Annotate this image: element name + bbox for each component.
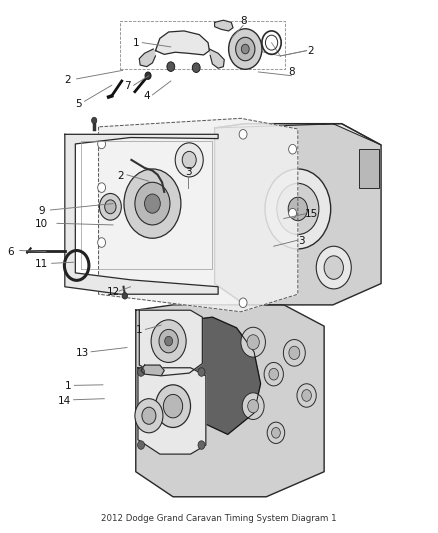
Circle shape (105, 200, 116, 214)
Circle shape (159, 329, 178, 353)
Polygon shape (215, 124, 381, 305)
Circle shape (99, 193, 121, 220)
Text: 8: 8 (288, 67, 295, 77)
Text: 2: 2 (117, 171, 124, 181)
Text: 14: 14 (58, 396, 71, 406)
Circle shape (167, 62, 175, 71)
Circle shape (289, 346, 300, 359)
Text: 2012 Dodge Grand Caravan Timing System Diagram 1: 2012 Dodge Grand Caravan Timing System D… (101, 514, 337, 523)
Text: 7: 7 (124, 82, 131, 91)
Text: 1: 1 (64, 382, 71, 391)
Circle shape (165, 336, 173, 346)
Circle shape (98, 238, 106, 247)
Polygon shape (136, 305, 324, 326)
Polygon shape (139, 49, 155, 67)
Text: 6: 6 (7, 247, 14, 256)
Circle shape (242, 393, 264, 419)
Polygon shape (155, 31, 209, 55)
Polygon shape (136, 305, 324, 497)
Polygon shape (215, 20, 233, 31)
Text: 2: 2 (64, 75, 71, 85)
Circle shape (267, 422, 285, 443)
Polygon shape (99, 118, 298, 312)
Circle shape (98, 280, 106, 290)
Circle shape (236, 37, 255, 61)
Text: 8: 8 (240, 17, 247, 26)
Text: 3: 3 (185, 167, 192, 176)
Text: 3: 3 (298, 236, 305, 246)
Circle shape (138, 441, 145, 449)
Text: 15: 15 (304, 209, 318, 219)
Polygon shape (209, 49, 224, 68)
Text: 5: 5 (75, 99, 82, 109)
Text: 11: 11 (35, 259, 48, 269)
Polygon shape (139, 310, 202, 376)
Text: 1: 1 (132, 38, 139, 47)
Circle shape (98, 139, 106, 149)
Text: 10: 10 (35, 219, 48, 229)
Circle shape (182, 151, 196, 168)
Circle shape (247, 335, 259, 350)
Circle shape (288, 197, 307, 221)
Circle shape (248, 400, 258, 413)
Circle shape (324, 256, 343, 279)
Circle shape (124, 169, 181, 238)
Polygon shape (141, 365, 164, 376)
Circle shape (145, 72, 151, 79)
Circle shape (289, 208, 297, 218)
Text: 4: 4 (143, 91, 150, 101)
Circle shape (229, 29, 262, 69)
Circle shape (145, 194, 160, 213)
Circle shape (163, 394, 183, 418)
Circle shape (122, 293, 127, 299)
Polygon shape (215, 124, 381, 145)
Circle shape (151, 320, 186, 362)
Text: 12: 12 (106, 287, 120, 297)
Circle shape (92, 117, 97, 124)
Circle shape (297, 384, 316, 407)
Circle shape (289, 144, 297, 154)
Circle shape (302, 390, 311, 401)
Polygon shape (184, 317, 261, 434)
Circle shape (98, 183, 106, 192)
Circle shape (239, 298, 247, 308)
Circle shape (198, 441, 205, 449)
Text: 1: 1 (136, 326, 143, 335)
Text: 9: 9 (38, 206, 45, 215)
Circle shape (283, 340, 305, 366)
Circle shape (198, 368, 205, 376)
Circle shape (142, 407, 156, 424)
Circle shape (316, 246, 351, 289)
Polygon shape (359, 149, 379, 188)
Text: 13: 13 (76, 348, 89, 358)
Circle shape (264, 362, 283, 386)
Text: 2: 2 (307, 46, 314, 55)
Circle shape (135, 399, 163, 433)
Circle shape (241, 327, 265, 357)
Circle shape (138, 368, 145, 376)
Circle shape (277, 183, 319, 235)
Circle shape (135, 182, 170, 225)
Circle shape (272, 427, 280, 438)
Circle shape (269, 368, 279, 380)
Circle shape (265, 169, 331, 249)
Polygon shape (138, 368, 206, 454)
Circle shape (192, 63, 200, 72)
Circle shape (175, 143, 203, 177)
Circle shape (155, 385, 191, 427)
Circle shape (241, 44, 249, 54)
Circle shape (239, 130, 247, 139)
Polygon shape (65, 134, 218, 294)
